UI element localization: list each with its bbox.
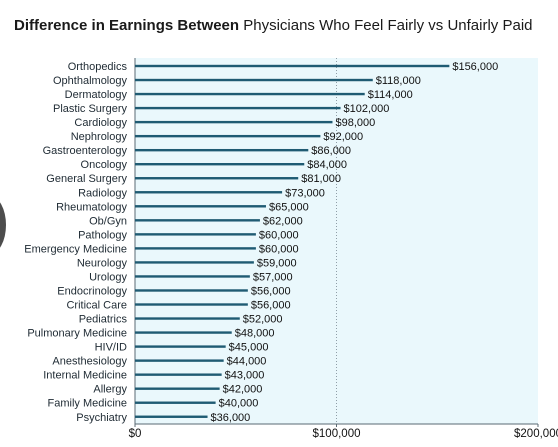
bar — [135, 345, 226, 348]
value-label: $44,000 — [227, 356, 267, 368]
category-label: Plastic Surgery — [53, 103, 127, 115]
category-label: Critical Care — [66, 300, 127, 312]
bar — [135, 303, 248, 306]
value-label: $57,000 — [253, 271, 293, 283]
category-label: Neurology — [77, 257, 128, 269]
category-label: Pulmonary Medicine — [27, 328, 127, 340]
x-tick-label: $200,000 — [514, 428, 558, 440]
category-label: Internal Medicine — [43, 370, 127, 382]
value-label: $60,000 — [259, 243, 299, 255]
bar — [135, 191, 283, 194]
category-label: Family Medicine — [48, 398, 127, 410]
value-label: $86,000 — [311, 145, 351, 157]
bar — [135, 317, 240, 320]
bar — [135, 261, 254, 264]
value-label: $92,000 — [323, 131, 363, 143]
value-label: $36,000 — [211, 412, 251, 424]
bar — [135, 64, 450, 68]
bar — [135, 289, 248, 292]
value-label: $56,000 — [251, 300, 291, 312]
chart-title-bold: Difference in Earnings Between — [14, 17, 240, 34]
bar — [135, 373, 222, 376]
bar — [135, 177, 299, 180]
bar — [135, 233, 256, 236]
value-label: $52,000 — [243, 314, 283, 326]
value-label: $114,000 — [368, 89, 413, 101]
value-label: $81,000 — [301, 173, 341, 185]
value-label: $102,000 — [344, 103, 390, 115]
category-label: Gastroenterology — [43, 145, 128, 157]
bar — [135, 205, 266, 208]
bar — [135, 401, 216, 404]
category-label: Nephrology — [71, 131, 128, 143]
bar — [135, 92, 365, 96]
side-decoration — [0, 196, 6, 254]
category-label: Pathology — [78, 229, 127, 241]
x-tick-label: $0 — [129, 428, 142, 440]
bar — [135, 275, 250, 278]
category-label: Orthopedics — [68, 61, 128, 73]
value-label: $59,000 — [257, 257, 297, 269]
chart-title-rest: Physicians Who Feel Fairly vs Unfairly P… — [243, 17, 533, 34]
value-label: $56,000 — [251, 285, 291, 297]
category-label: Ob/Gyn — [89, 215, 127, 227]
bar — [135, 120, 333, 124]
category-label: Endocrinology — [57, 285, 127, 297]
bar — [135, 415, 208, 418]
x-tick-label: $100,000 — [313, 428, 361, 440]
value-label: $65,000 — [269, 201, 309, 213]
category-label: Radiology — [78, 187, 127, 199]
bar — [135, 78, 373, 82]
category-label: Emergency Medicine — [24, 243, 127, 255]
category-label: Oncology — [81, 159, 128, 171]
value-label: $40,000 — [219, 398, 259, 410]
category-label: Psychiatry — [76, 412, 127, 424]
value-label: $98,000 — [335, 117, 375, 129]
value-label: $73,000 — [285, 187, 325, 199]
bar — [135, 163, 305, 166]
bar — [135, 106, 341, 110]
category-label: Anesthesiology — [52, 356, 127, 368]
value-label: $42,000 — [223, 384, 263, 396]
value-label: $118,000 — [376, 75, 421, 87]
value-label: $62,000 — [263, 215, 303, 227]
bar — [135, 359, 224, 362]
bar — [135, 219, 260, 222]
category-label: Cardiology — [74, 117, 127, 129]
category-label: General Surgery — [46, 173, 127, 185]
value-label: $60,000 — [259, 229, 299, 241]
category-label: HIV/ID — [95, 342, 127, 354]
bar — [135, 331, 232, 334]
bar — [135, 247, 256, 250]
bar — [135, 148, 309, 152]
value-label: $43,000 — [225, 370, 265, 382]
bar — [135, 387, 220, 390]
category-label: Rheumatology — [56, 201, 127, 213]
value-label: $45,000 — [229, 342, 269, 354]
category-label: Dermatology — [65, 89, 128, 101]
category-label: Pediatrics — [79, 314, 128, 326]
value-label: $84,000 — [307, 159, 347, 171]
category-label: Allergy — [93, 384, 127, 396]
value-label: $48,000 — [235, 328, 275, 340]
category-label: Ophthalmology — [53, 75, 127, 87]
chart-title: Difference in Earnings Between Physician… — [14, 17, 533, 34]
bar — [135, 134, 321, 138]
category-label: Urology — [89, 271, 127, 283]
value-label: $156,000 — [452, 61, 498, 73]
